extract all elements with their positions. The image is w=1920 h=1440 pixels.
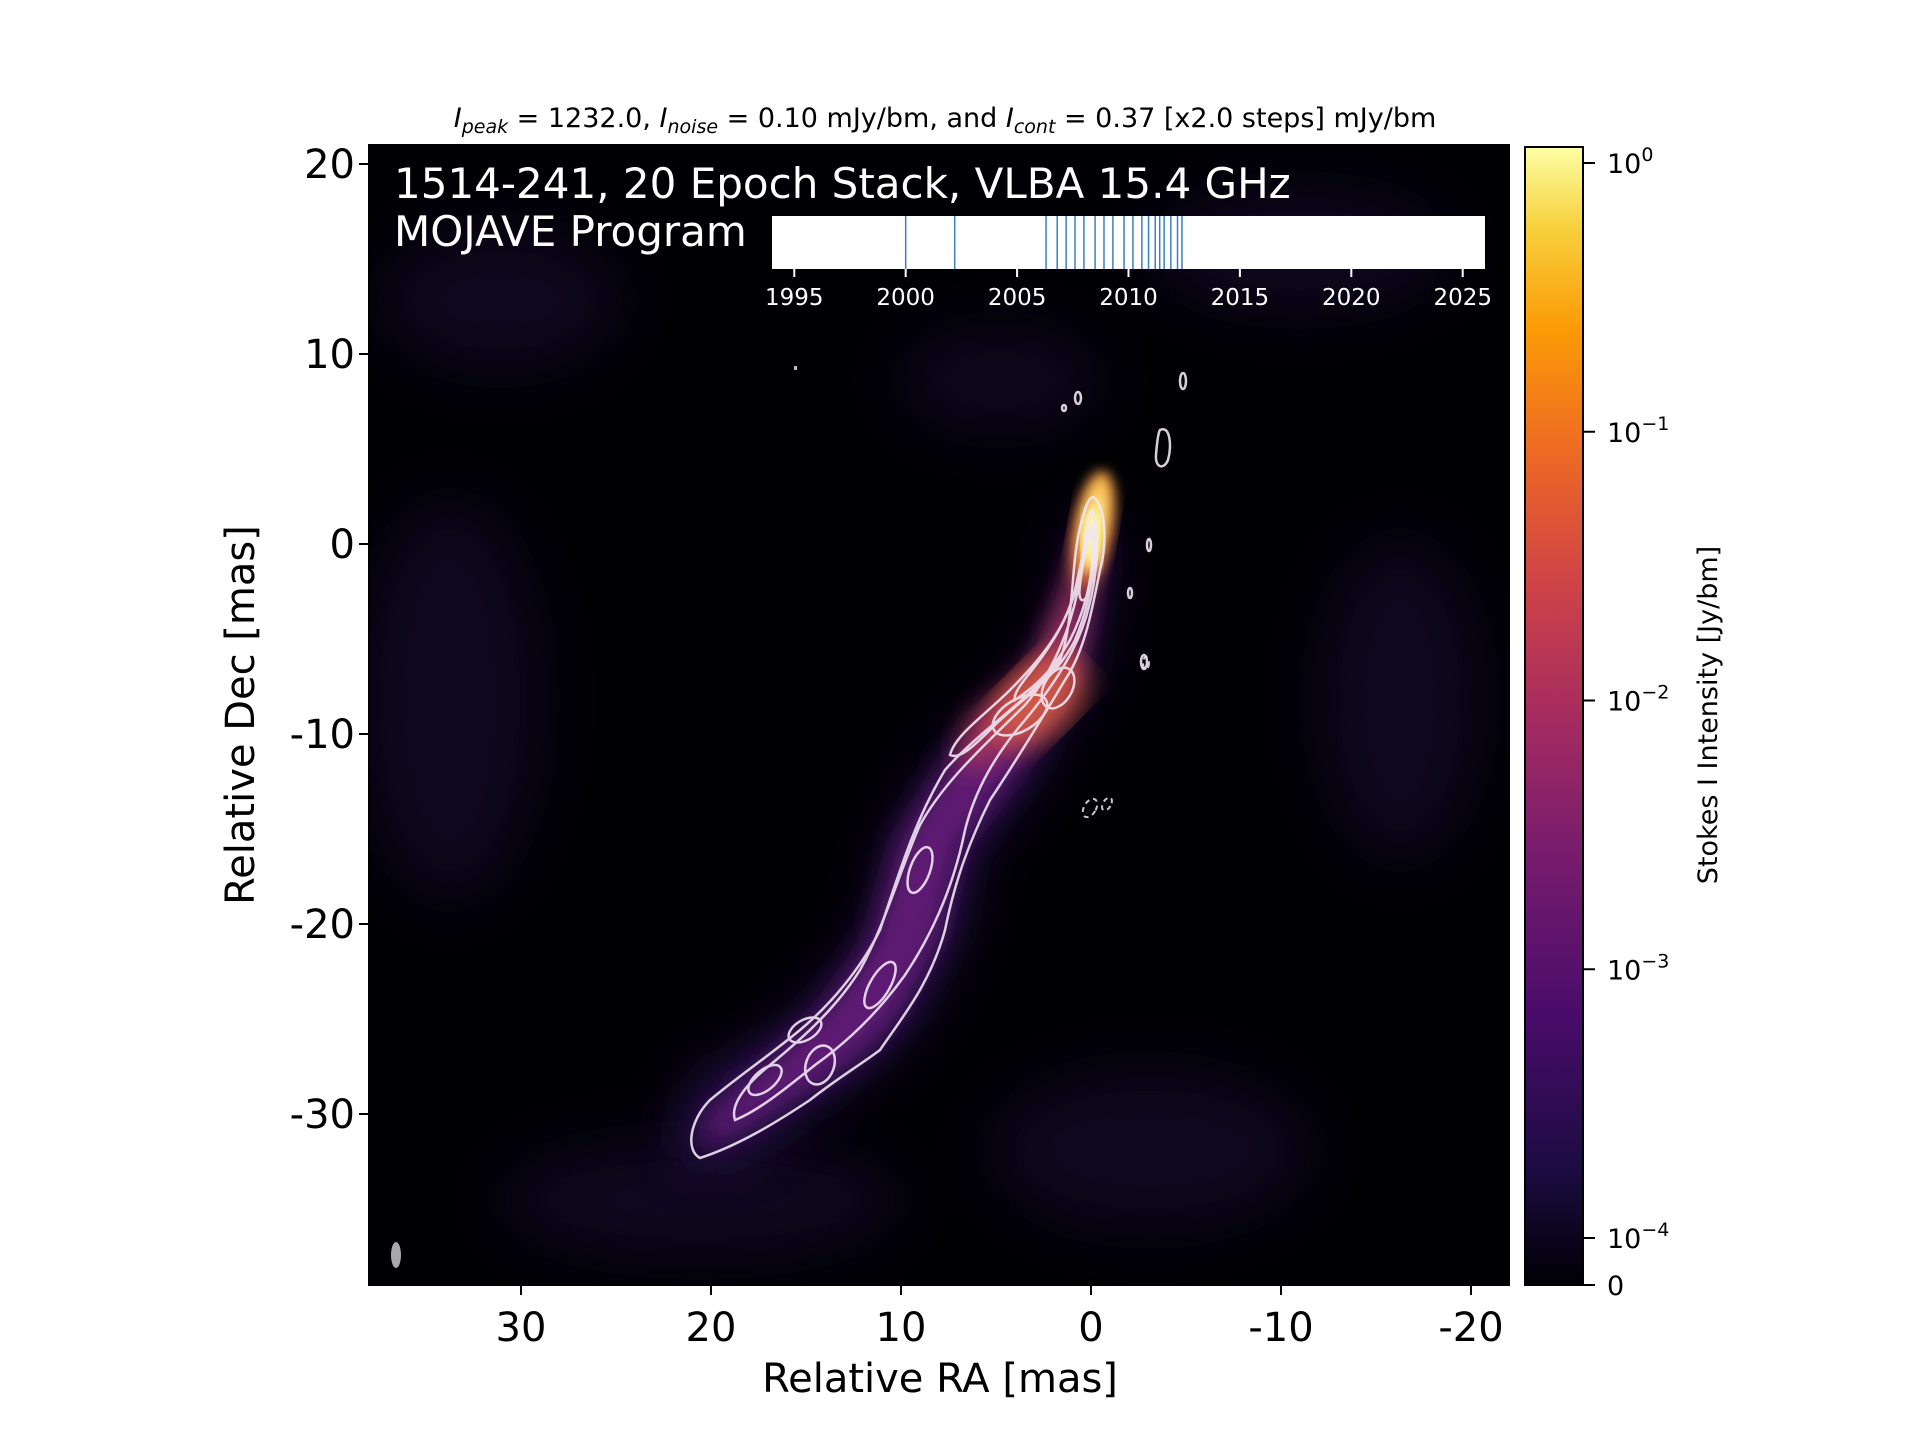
neg-contour-3 (1142, 656, 1150, 670)
source-label: 1514-241, 20 Epoch Stack, VLBA 15.4 GHz (394, 159, 1291, 208)
y-axis: 20 10 0 -10 -20 -30 (290, 142, 369, 1138)
contours (690, 371, 1188, 1160)
x-tick-label: 30 (496, 1305, 547, 1351)
timeline-tick-label: 2025 (1433, 285, 1492, 311)
contour-knot-3 (906, 845, 934, 895)
x-tick-label: 0 (1078, 1305, 1103, 1351)
chart-title: Ipeak = 1232.0, Inoise = 0.10 mJy/bm, an… (454, 103, 1437, 138)
x-tick-label: 20 (686, 1305, 737, 1351)
colorbar-tick-label: 10−4 (1607, 1219, 1669, 1255)
colorbar-tick-label: 100 (1607, 144, 1653, 180)
timeline-tick-label: 2000 (876, 285, 935, 311)
timeline-box (772, 216, 1485, 269)
contour-island-5 (1145, 537, 1153, 553)
program-label: MOJAVE Program (394, 207, 747, 256)
x-tick-label: 10 (876, 1305, 927, 1351)
neg-contour-2 (1101, 796, 1113, 812)
y-tick-label: -30 (290, 1092, 355, 1138)
timeline-tick-label: 2010 (1099, 285, 1158, 311)
y-tick-label: -20 (290, 902, 355, 948)
contour-5 (1078, 520, 1097, 602)
beam-ellipse (391, 1242, 401, 1268)
contour-island-2 (1178, 371, 1188, 391)
y-axis-label: Relative Dec [mas] (218, 525, 264, 905)
x-axis: 30 20 10 0 -10 -20 (496, 1285, 1504, 1351)
y-tick-label: 10 (304, 332, 355, 378)
colorbar-tick-label: 10−1 (1607, 413, 1669, 449)
x-tick-label: -10 (1248, 1305, 1313, 1351)
colorbar-tick-label: 10−3 (1607, 950, 1669, 986)
contour-island-3 (1073, 390, 1083, 406)
epoch-timeline: 1995 2000 2005 2010 2015 2020 2025 (765, 216, 1492, 311)
jet-halo (680, 495, 1106, 1162)
contour-island-7 (1139, 653, 1149, 671)
contour-knot-6 (787, 1016, 823, 1044)
colorbar-tick-label: 10−2 (1607, 682, 1669, 718)
colorbar: 100 10−1 10−2 10−3 10−4 0 Stokes I Intensity … (1524, 144, 1724, 1302)
y-tick-label: 20 (304, 142, 355, 188)
contour-2 (732, 507, 1099, 1122)
contour-island-1 (1154, 427, 1172, 468)
contour-island-6 (1126, 586, 1134, 600)
contour-island-4 (1060, 403, 1068, 413)
timeline-tick-label: 2005 (988, 285, 1047, 311)
y-tick-label: -10 (290, 712, 355, 758)
colorbar-frame (1524, 146, 1584, 1286)
contour-knot-5 (803, 1044, 837, 1086)
contour-knot-2 (991, 693, 1049, 737)
x-axis-label: Relative RA [mas] (762, 1356, 1118, 1402)
contour-knot-7 (747, 1063, 783, 1097)
neg-contour-1 (1081, 797, 1099, 819)
plot-frame (368, 144, 1510, 1286)
timeline-tick-label: 1995 (765, 285, 824, 311)
colorbar-label: Stokes I Intensity [Jy/bm] (1693, 546, 1724, 884)
y-tick-label: 0 (330, 522, 355, 568)
timeline-tick-label: 2020 (1322, 285, 1381, 311)
negative-contours (1081, 656, 1150, 819)
contour-knot-4 (863, 960, 897, 1010)
colorbar-gradient (1525, 147, 1583, 1285)
colorbar-ticks: 100 10−1 10−2 10−3 10−4 0 (1583, 144, 1669, 1302)
noise-speck (794, 366, 797, 370)
colorbar-tick-label: 0 (1607, 1271, 1624, 1302)
x-tick-label: -20 (1438, 1305, 1503, 1351)
plot-area: 1514-241, 20 Epoch Stack, VLBA 15.4 GHz … (368, 144, 1510, 1286)
timeline-tick-label: 2015 (1211, 285, 1270, 311)
